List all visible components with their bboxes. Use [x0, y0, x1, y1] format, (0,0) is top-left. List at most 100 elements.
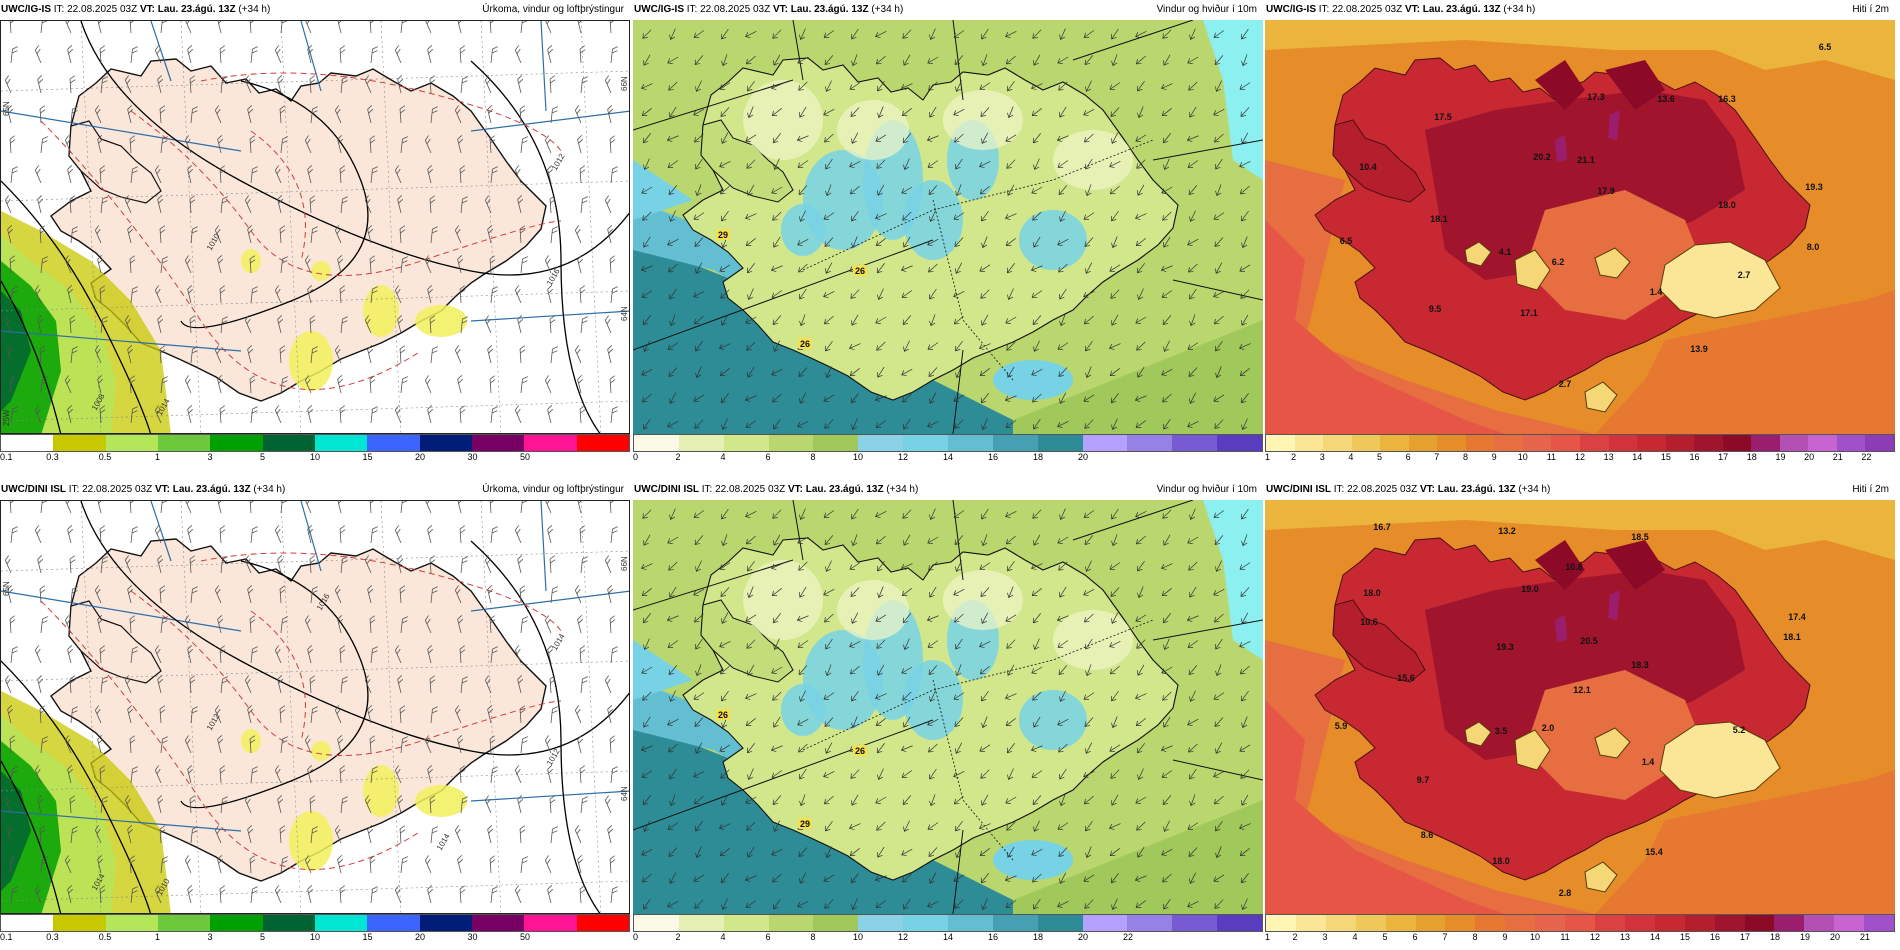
temp-label: 17.4 — [1788, 612, 1806, 622]
temp-label: 15.6 — [1397, 673, 1415, 683]
temp-label: 10.6 — [1360, 617, 1378, 627]
colorbar-tick-label: 18 — [1032, 932, 1044, 942]
colorbar-swatch — [903, 915, 949, 931]
colorbar-swatch — [1385, 915, 1416, 931]
colorbar-swatch — [210, 435, 263, 451]
colorbar-swatch — [524, 915, 577, 931]
colorbar-tick-label: 21 — [1832, 452, 1843, 462]
colorbar-tick-label: 12 — [1574, 452, 1586, 462]
colorbar-swatch — [1, 435, 54, 451]
map-svg: 6.5 17.5 16.3 13.6 17.3 10.4 20.2 21.1 17.9 19.3 1… — [1265, 20, 1895, 434]
colorbar-tick-label: 9 — [1491, 452, 1497, 462]
colorbar-swatch — [1865, 435, 1895, 451]
colorbar-ticks: 0 2 4 6 8 10 12 14 16 18 20 — [633, 452, 1263, 464]
colorbar-swatch — [314, 915, 368, 931]
temp-label: 6.5 — [1819, 42, 1832, 52]
colorbar-tick-label: 14 — [1649, 932, 1661, 942]
colorbar-swatch — [1808, 435, 1837, 451]
colorbar-tick-label: 3 — [1322, 932, 1328, 942]
colorbar-tick-label: 4 — [720, 452, 726, 462]
product-name: Hiti í 2m — [1852, 484, 1889, 495]
colorbar-tick-label: 19 — [1799, 932, 1811, 942]
temp-label: 20.5 — [1580, 636, 1598, 646]
temp-label: 18.1 — [1783, 632, 1801, 642]
lead-time: (+34 h) — [1518, 484, 1551, 495]
colorbar-swatch — [678, 435, 724, 451]
colorbar-tick-label: 3 — [207, 932, 213, 942]
colorbar-tick-label: 13 — [1603, 452, 1614, 462]
valid-time-label: VT: — [772, 4, 788, 15]
colorbar-swatch — [1565, 915, 1595, 931]
colorbar-tick-label: 10 — [852, 932, 864, 942]
valid-time: Lau. 23.ágú. 13Z — [172, 484, 251, 495]
colorbar-tick-label: 20 — [1077, 452, 1089, 462]
product-name: Úrkoma, vindur og loftþrýstingur — [482, 484, 624, 495]
colorbar-swatch — [1217, 435, 1263, 451]
colorbar-swatch — [858, 435, 904, 451]
colorbar-tick-label: 12 — [1589, 932, 1601, 942]
colorbar-swatch — [1779, 435, 1809, 451]
temp-label: 10.4 — [1359, 162, 1377, 172]
colorbar-swatch — [1804, 915, 1835, 931]
colorbar-swatch — [723, 435, 769, 451]
temp-label: 8.0 — [1807, 242, 1820, 252]
colorbar-tick-label: 12 — [897, 452, 909, 462]
colorbar-tick-label: 14 — [942, 452, 954, 462]
colorbar-swatch — [1744, 915, 1775, 931]
temp-label: 2.7 — [1559, 379, 1572, 389]
init-time: IT: 22.08.2025 03Z — [68, 484, 153, 495]
init-time: IT: 22.08.2025 03Z — [1333, 484, 1418, 495]
valid-time: Lau. 23.ágú. 13Z — [1422, 4, 1501, 15]
colorbar-swatch — [858, 915, 904, 931]
temp-label: 12.1 — [1573, 685, 1591, 695]
colorbar-swatch — [992, 435, 1038, 451]
colorbar-swatch — [1665, 435, 1695, 451]
map-canvas: 1012 1014 1010 1012 1014 1016 1014 65N 66N 64N — [0, 500, 630, 914]
colorbar-tick-label: 5 — [259, 452, 266, 462]
colorbar-tick-label: 19 — [1775, 452, 1786, 462]
colorbar-swatch — [1522, 435, 1552, 451]
colorbar-tick-label: 1 — [1265, 452, 1271, 462]
temp-label: 19.3 — [1805, 182, 1823, 192]
colorbar-swatch — [1325, 915, 1356, 931]
temp-label: 19.0 — [1521, 584, 1539, 594]
temp-label: 1.4 — [1650, 287, 1663, 297]
colorbar-tick-label: 20 — [1804, 452, 1815, 462]
gust-label: 26 — [800, 339, 810, 349]
colorbar-swatch — [53, 915, 106, 931]
colorbar-tick-label: 8 — [810, 932, 816, 942]
colorbar-tick-label: 8 — [1472, 932, 1478, 942]
valid-time-label: VT: — [787, 484, 803, 495]
colorbar-swatch — [1834, 915, 1865, 931]
colorbar-swatch — [1465, 435, 1495, 451]
colorbar-tick-label: 4 — [720, 932, 726, 942]
valid-time: Lau. 23.ágú. 13Z — [1437, 484, 1516, 495]
temp-label: 20.2 — [1533, 152, 1551, 162]
lead-time: (+34 h) — [871, 4, 904, 15]
colorbar-tick-label: 13 — [1619, 932, 1631, 942]
temp-label: 18.1 — [1430, 214, 1448, 224]
temp-label: 10.8 — [1565, 562, 1583, 572]
colorbar — [0, 914, 630, 932]
grid-label: 66N — [620, 556, 629, 571]
model-name: UWC/IG-IS — [1, 4, 51, 15]
colorbar-swatch — [105, 435, 158, 451]
temp-label: 18.3 — [1631, 660, 1649, 670]
colorbar-tick-label: 2 — [675, 452, 681, 462]
grid-label: 25W — [2, 409, 11, 426]
colorbar-tick-label: 9 — [1502, 932, 1508, 942]
colorbar-tick-label: 21 — [1859, 932, 1871, 942]
colorbar-swatch — [262, 915, 315, 931]
colorbar-tick-label: 10 — [1517, 452, 1528, 462]
colorbar-tick-label: 7 — [1434, 452, 1440, 462]
colorbar-tick-label: 50 — [519, 932, 531, 942]
temp-label: 3.5 — [1495, 726, 1508, 736]
colorbar-swatch — [678, 915, 724, 931]
colorbar-swatch — [903, 435, 949, 451]
colorbar-swatch — [367, 915, 420, 931]
colorbar-swatch — [1082, 435, 1128, 451]
gust-label: 26 — [855, 746, 865, 756]
valid-time-label: VT: — [154, 484, 170, 495]
temp-label: 5.9 — [1335, 721, 1348, 731]
